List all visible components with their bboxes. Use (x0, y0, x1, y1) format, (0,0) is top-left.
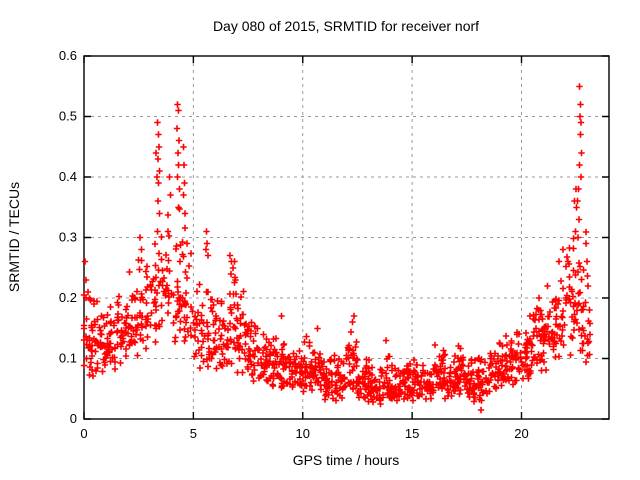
axis-ticks (83, 55, 609, 420)
x-tick-label: 15 (405, 426, 419, 441)
y-tick-label: 0.5 (59, 109, 77, 124)
y-tick-label: 0.6 (59, 48, 77, 63)
y-tick-label: 0.1 (59, 351, 77, 366)
y-tick-label: 0 (70, 411, 77, 426)
x-axis-label: GPS time / hours (293, 452, 400, 468)
x-tick-label: 5 (190, 426, 197, 441)
y-tick-label: 0.3 (59, 230, 77, 245)
x-tick-label: 20 (514, 426, 528, 441)
chart-title: Day 080 of 2015, SRMTID for receiver nor… (213, 18, 479, 34)
y-tick-label: 0.2 (59, 290, 77, 305)
x-tick-label: 10 (296, 426, 310, 441)
tick-labels: 0 5 10 15 20 0 0.1 0.2 0.3 0.4 0.5 0.6 (59, 48, 529, 441)
x-tick-label: 0 (80, 426, 87, 441)
data-points-series (80, 83, 594, 414)
y-tick-label: 0.4 (59, 169, 77, 184)
y-axis-label: SRMTID / TECUs (6, 182, 22, 292)
